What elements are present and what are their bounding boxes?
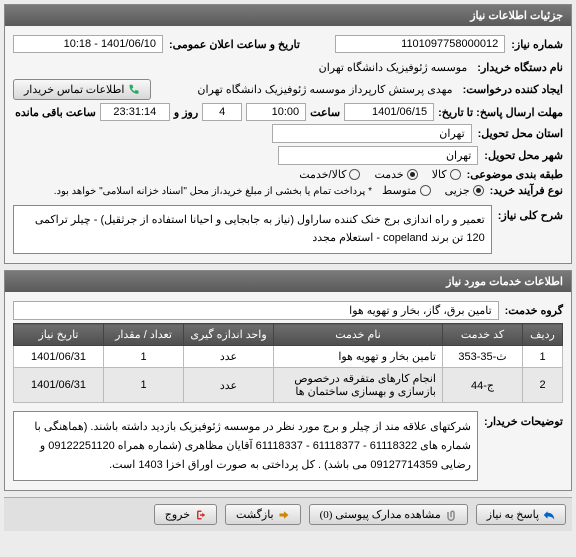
contact-buyer-button[interactable]: اطلاعات تماس خریدار (13, 79, 151, 100)
group-value: تامین برق، گاز، بخار و تهویه هوا (13, 301, 499, 320)
attachments-button[interactable]: مشاهده مدارک پیوستی (0) (309, 504, 468, 525)
respond-button[interactable]: پاسخ به نیاز (476, 504, 566, 525)
th-row: ردیف (523, 324, 563, 346)
th-unit: واحد اندازه گیری (184, 324, 274, 346)
class-radio-both[interactable]: کالا/خدمت (299, 168, 360, 181)
process-radio-jozi-label: جزیی (445, 184, 470, 197)
services-panel: اطلاعات خدمات مورد نیاز گروه خدمت: تامین… (4, 270, 572, 491)
th-qty: تعداد / مقدار (104, 324, 184, 346)
buyer-notes-text: شرکتهای علاقه مند از چیلر و برج مورد نظر… (13, 411, 478, 481)
process-note: * پرداخت تمام یا بخشی از مبلغ خرید،از مح… (50, 184, 376, 199)
table-cell: انجام کارهای متفرقه درخصوص بازسازی و بهس… (274, 368, 443, 403)
buyer-label: نام دستگاه خریدار: (477, 61, 563, 74)
creator-value: مهدی پرستش کارپرداز موسسه ژئوفیزیک دانشگ… (157, 81, 456, 98)
class-radio-group: کالا خدمت کالا/خدمت (299, 168, 460, 181)
deadline-time-label: ساعت (310, 106, 340, 119)
services-header: اطلاعات خدمات مورد نیاز (5, 271, 571, 292)
attachment-icon (445, 509, 457, 521)
process-radio-group: جزیی متوسط (382, 184, 484, 197)
table-cell: 1 (104, 346, 184, 368)
province-value: تهران (272, 124, 472, 143)
class-label: طبقه بندی موضوعی: (467, 168, 563, 181)
services-table: ردیف کد خدمت نام خدمت واحد اندازه گیری ت… (13, 323, 563, 403)
exit-button[interactable]: خروج (154, 504, 217, 525)
city-label: شهر محل تحویل: (484, 149, 563, 162)
th-code: کد خدمت (443, 324, 523, 346)
table-cell: ث-35-353 (443, 346, 523, 368)
th-date: تاریخ نیاز (14, 324, 104, 346)
desc-text: تعمیر و راه اندازی برج خنک کننده ساراول … (13, 205, 492, 254)
announce-value: 1401/06/10 - 10:18 (13, 35, 163, 53)
table-cell: تامین بخار و تهویه هوا (274, 346, 443, 368)
table-header-row: ردیف کد خدمت نام خدمت واحد اندازه گیری ت… (14, 324, 563, 346)
class-radio-kala-label: کالا (432, 168, 447, 181)
announce-label: تاریخ و ساعت اعلان عمومی: (169, 38, 300, 51)
deadline-date: 1401/06/15 (344, 103, 434, 121)
phone-icon (128, 84, 140, 96)
radio-icon (407, 169, 418, 180)
need-info-panel: جزئیات اطلاعات نیاز شماره نیاز: 11010977… (4, 4, 572, 264)
back-button[interactable]: بازگشت (225, 504, 301, 525)
reply-icon (543, 509, 555, 521)
process-radio-motevaset[interactable]: متوسط (382, 184, 431, 197)
th-name: نام خدمت (274, 324, 443, 346)
back-label: بازگشت (236, 508, 274, 521)
countdown-value: 23:31:14 (100, 103, 170, 121)
table-cell: عدد (184, 346, 274, 368)
contact-buyer-label: اطلاعات تماس خریدار (24, 83, 124, 96)
exit-label: خروج (165, 508, 190, 521)
table-cell: عدد (184, 368, 274, 403)
province-label: استان محل تحویل: (478, 127, 563, 140)
attachments-label: مشاهده مدارک پیوستی (0) (320, 508, 441, 521)
days-value: 4 (202, 103, 242, 121)
class-radio-khadamat[interactable]: خدمت (374, 168, 417, 181)
need-number-label: شماره نیاز: (511, 38, 563, 51)
deadline-label: مهلت ارسال پاسخ: تا تاریخ: (438, 106, 563, 119)
group-label: گروه خدمت: (505, 304, 563, 317)
days-label: روز و (174, 106, 198, 119)
process-radio-motevaset-label: متوسط (382, 184, 417, 197)
table-cell: 1401/06/31 (14, 368, 104, 403)
process-label: نوع فرآیند خرید: (490, 184, 563, 197)
radio-icon (420, 185, 431, 196)
table-cell: 1 (523, 346, 563, 368)
need-number-value: 1101097758000012 (335, 35, 505, 53)
respond-label: پاسخ به نیاز (487, 508, 539, 521)
buyer-notes-label: توضیحات خریدار: (484, 411, 563, 428)
table-cell: ج-44 (443, 368, 523, 403)
table-cell: 1 (104, 368, 184, 403)
class-radio-khadamat-label: خدمت (374, 168, 403, 181)
table-cell: 1401/06/31 (14, 346, 104, 368)
buyer-value: موسسه ژئوفیزیک دانشگاه تهران (315, 59, 472, 76)
table-cell: 2 (523, 368, 563, 403)
exit-icon (194, 509, 206, 521)
footer-bar: پاسخ به نیاز مشاهده مدارک پیوستی (0) باز… (4, 497, 572, 531)
desc-label: شرح کلی نیاز: (498, 205, 563, 222)
table-row[interactable]: 2ج-44انجام کارهای متفرقه درخصوص بازسازی … (14, 368, 563, 403)
need-info-header: جزئیات اطلاعات نیاز (5, 5, 571, 26)
creator-label: ایجاد کننده درخواست: (463, 83, 563, 96)
class-radio-both-label: کالا/خدمت (299, 168, 346, 181)
deadline-time: 10:00 (246, 103, 306, 121)
table-row[interactable]: 1ث-35-353تامین بخار و تهویه هواعدد11401/… (14, 346, 563, 368)
radio-icon (473, 185, 484, 196)
back-icon (278, 509, 290, 521)
remaining-label: ساعت باقی مانده (15, 106, 96, 119)
radio-icon (450, 169, 461, 180)
process-radio-jozi[interactable]: جزیی (445, 184, 484, 197)
radio-icon (349, 169, 360, 180)
class-radio-kala[interactable]: کالا (432, 168, 461, 181)
city-value: تهران (278, 146, 478, 165)
